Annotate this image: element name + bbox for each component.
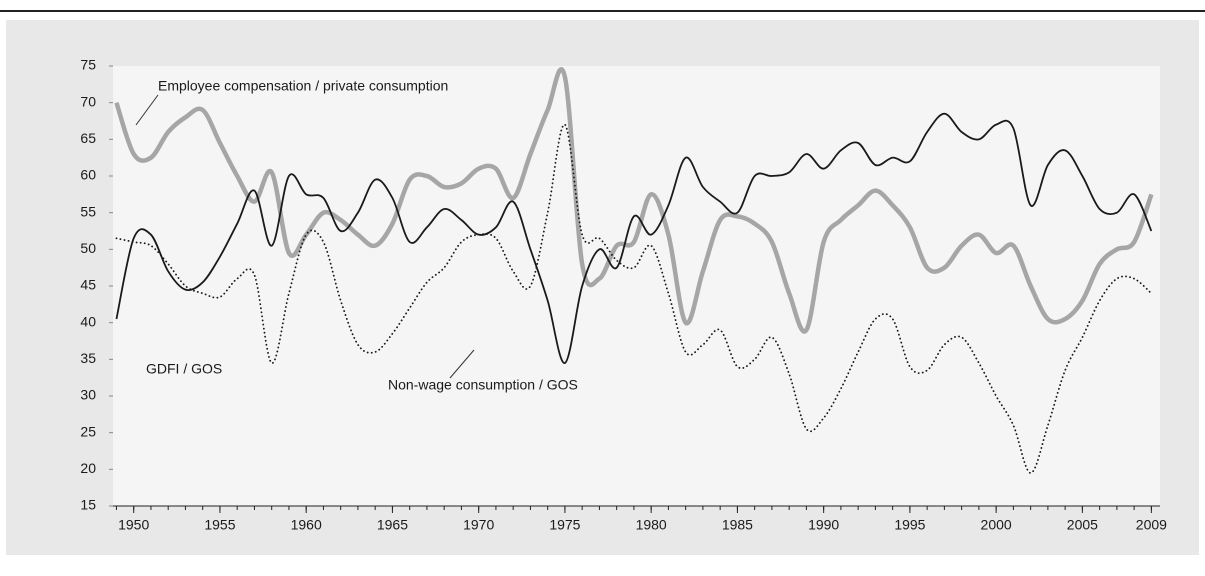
x-tick-label: 1975 xyxy=(549,517,580,533)
x-tick-label: 2009 xyxy=(1136,517,1167,533)
x-tick-label: 1985 xyxy=(722,517,753,533)
annotation-leader xyxy=(449,349,475,379)
annotation: Non-wage consumption / GOS xyxy=(388,377,578,393)
y-tick-label: 65 xyxy=(80,130,96,146)
series-line xyxy=(114,67,1154,334)
x-tick-label: 2000 xyxy=(981,517,1012,533)
y-tick-label: 30 xyxy=(80,387,96,403)
y-tick-label: 55 xyxy=(80,203,96,219)
x-tick-label: 1960 xyxy=(291,517,322,533)
annotation: Employee compensation / private consumpt… xyxy=(158,78,448,94)
y-tick-label: 20 xyxy=(80,460,96,476)
y-tick-label: 25 xyxy=(80,423,96,439)
y-tick-label: 50 xyxy=(80,240,96,256)
series-line xyxy=(115,112,1153,364)
x-tick-label: 1950 xyxy=(118,517,149,533)
x-tick-label: 1955 xyxy=(204,517,235,533)
y-tick-label: 15 xyxy=(80,497,96,513)
x-tick-label: 1970 xyxy=(463,517,494,533)
annotation-leader xyxy=(135,94,159,126)
x-tick-label: 2005 xyxy=(1067,517,1098,533)
x-tick-label: 1995 xyxy=(894,517,925,533)
y-tick-label: 70 xyxy=(80,93,96,109)
y-tick-label: 60 xyxy=(80,167,96,183)
annotation: GDFI / GOS xyxy=(146,361,222,377)
y-tick-label: 35 xyxy=(80,350,96,366)
x-tick-label: 1965 xyxy=(377,517,408,533)
x-tick-label: 1980 xyxy=(636,517,667,533)
x-tick-label: 1990 xyxy=(808,517,839,533)
plot-area xyxy=(113,66,1160,506)
y-tick-label: 75 xyxy=(80,57,96,73)
y-tick-label: 45 xyxy=(80,277,96,293)
y-tick-label: 40 xyxy=(80,313,96,329)
